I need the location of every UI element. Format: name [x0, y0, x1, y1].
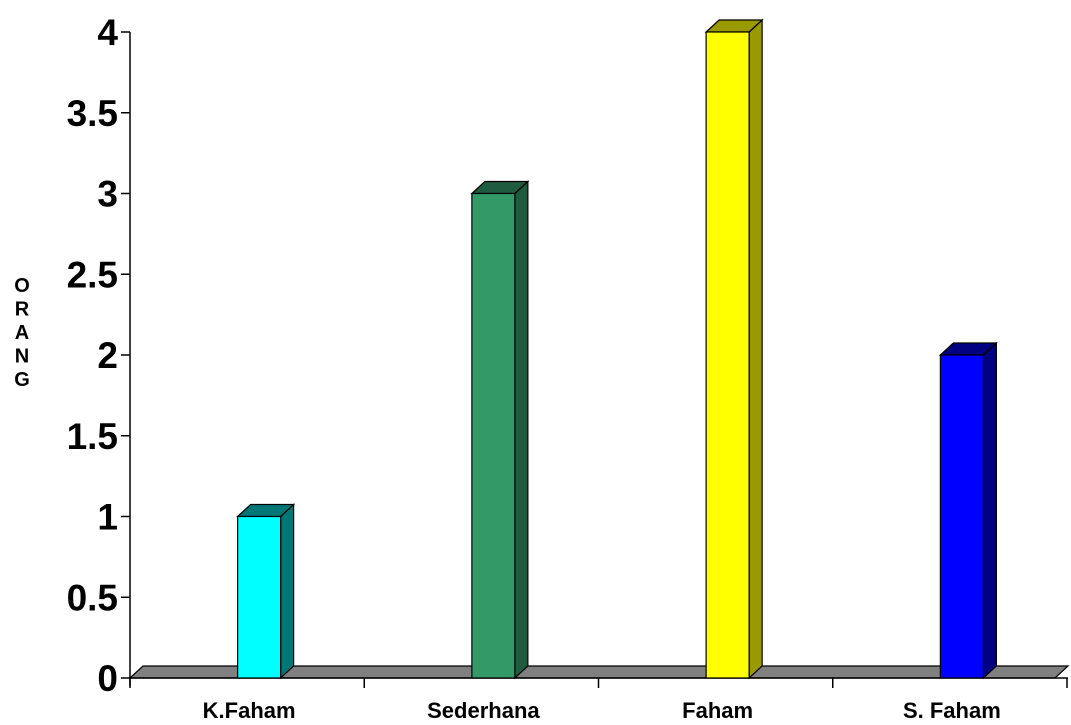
y-tick-label: 1	[97, 497, 118, 538]
bar-side	[280, 503, 295, 680]
bar-side	[982, 341, 997, 680]
bar-side	[514, 180, 529, 680]
y-tick-label: 4	[97, 12, 118, 53]
y-tick-label: 3	[97, 174, 118, 215]
x-category-label: Sederhana	[427, 698, 540, 723]
chart-bars	[236, 18, 998, 680]
chart-axes	[121, 31, 1068, 688]
y-tick-label: 1.5	[67, 416, 118, 457]
y-tick-label: 3.5	[67, 93, 118, 134]
x-category-label: Faham	[682, 698, 753, 723]
bar-1	[236, 503, 296, 680]
x-category-label: K.Faham	[203, 698, 296, 723]
bar-4	[938, 341, 998, 680]
y-axis-label-letter: O	[14, 275, 30, 297]
y-tick-label: 0.5	[67, 577, 118, 618]
bar-front	[939, 354, 984, 679]
bar-front	[471, 192, 516, 679]
x-tick-labels: K.Faham Sederhana Faham S. Faham	[203, 698, 1001, 723]
y-tick-label: 2.5	[67, 254, 118, 295]
bar-side	[748, 18, 763, 680]
y-tick-label: 2	[97, 335, 118, 376]
y-axis-label-letter: R	[15, 299, 30, 321]
y-axis-label-letter: G	[14, 369, 30, 391]
y-axis-label-letter: A	[15, 322, 29, 344]
bar-2	[470, 180, 530, 680]
y-tick-labels: 0 0.5 1 1.5 2 2.5 3 3.5 4	[67, 12, 119, 699]
y-axis-label-letter: N	[15, 346, 29, 368]
x-category-label: S. Faham	[903, 698, 1001, 723]
y-tick-label: 0	[97, 658, 118, 699]
bar-front	[237, 515, 282, 679]
bar-front	[705, 31, 750, 679]
bar-3	[704, 18, 764, 680]
